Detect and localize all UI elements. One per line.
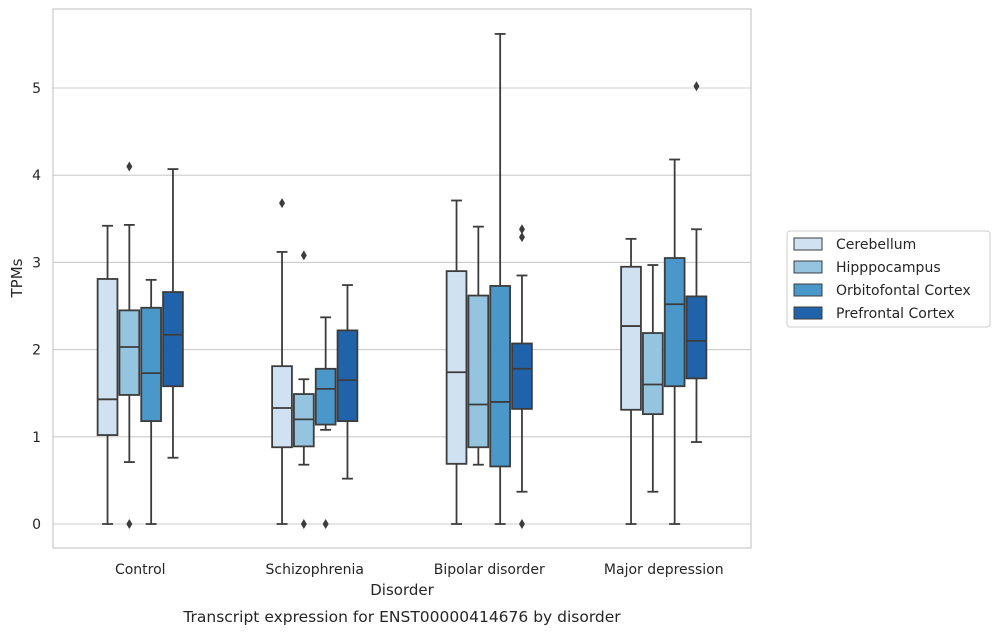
x-tick-label-2: Bipolar disorder	[434, 562, 545, 578]
box-3-1-iqr-box	[642, 332, 664, 416]
legend-label-1: Hipppocampus	[836, 260, 941, 276]
x-tick-label-1: Schizophrenia	[266, 562, 364, 578]
box-0-1-iqr-box	[118, 309, 141, 396]
y-tick-label-1: 1	[32, 430, 41, 446]
box-1-1	[293, 250, 315, 529]
box-0-0-iqr-box	[96, 278, 119, 436]
box-0-1-outlier-0	[126, 519, 133, 529]
chart-title: Transcript expression for ENST0000041467…	[182, 608, 621, 626]
y-tick-label-0: 0	[32, 517, 41, 533]
box-2-2	[489, 33, 511, 525]
box-1-2-iqr-box	[314, 367, 337, 426]
box-3-3-iqr-box	[685, 295, 708, 380]
box-1-2	[314, 316, 337, 529]
box-1-1-outlier-0	[300, 519, 307, 529]
plot-area	[53, 9, 751, 548]
legend-swatch-0	[793, 237, 823, 251]
legend-label-0: Cerebellum	[836, 237, 916, 253]
legend-swatch-3	[793, 306, 823, 320]
box-2-3	[511, 224, 533, 529]
y-tick-label-3: 3	[32, 255, 41, 271]
box-0-0	[96, 224, 119, 525]
box-1-3-iqr-box	[336, 329, 359, 423]
box-1-0-outlier-0	[279, 198, 286, 209]
x-axis-label: Disorder	[370, 581, 434, 599]
y-tick-label-5: 5	[32, 81, 41, 97]
box-3-0-iqr-box	[620, 265, 642, 411]
y-tick-labels: 0 1 2 3 4 5	[32, 81, 41, 533]
y-tick-label-2: 2	[32, 343, 41, 359]
x-tick-labels: Control Schizophrenia Bipolar disorder Majo…	[115, 562, 724, 578]
box-2-1-iqr-box	[467, 294, 490, 449]
box-3-2-iqr-box	[663, 257, 686, 388]
box-2-3-iqr-box	[511, 342, 533, 410]
box-3-3	[685, 81, 708, 443]
box-groups	[96, 33, 708, 529]
box-3-1	[642, 264, 664, 493]
box-2-1	[467, 225, 490, 466]
plot-frame	[52, 8, 752, 549]
box-0-1	[118, 161, 141, 529]
legend: Cerebellum Hipppocampus Orbitofontal Corte…	[786, 230, 991, 328]
box-3-0	[620, 237, 642, 525]
x-tick-label-0: Control	[115, 562, 166, 578]
box-3-2	[663, 158, 686, 525]
x-tick-label-3: Major depression	[604, 562, 724, 578]
box-1-1-outlier-1	[300, 250, 307, 261]
legend-swatch-1	[793, 260, 823, 274]
legend-label-2: Orbitofontal Cortex	[836, 283, 971, 299]
box-2-3-outlier-1	[518, 232, 525, 243]
box-2-0	[445, 199, 468, 525]
y-tick-label-4: 4	[32, 168, 41, 184]
box-1-0	[271, 198, 293, 525]
box-1-3	[336, 284, 359, 480]
box-2-3-outlier-2	[518, 224, 525, 235]
box-0-1-outlier-1	[126, 161, 133, 172]
box-2-2-iqr-box	[489, 285, 511, 468]
box-2-3-outlier-0	[518, 519, 525, 529]
y-axis-label: TPMs	[8, 258, 26, 298]
legend-frame	[786, 230, 991, 328]
box-2-0-iqr-box	[445, 270, 468, 465]
legend-swatch-2	[793, 283, 823, 297]
box-0-3-iqr-box	[162, 291, 184, 388]
box-0-2-iqr-box	[140, 306, 162, 423]
box-3-3-outlier-0	[693, 81, 700, 92]
box-1-0-iqr-box	[271, 365, 293, 449]
legend-label-3: Prefrontal Cortex	[836, 306, 955, 322]
box-1-2-outlier-0	[322, 519, 329, 529]
box-0-2	[140, 278, 162, 525]
box-0-3	[162, 168, 184, 459]
